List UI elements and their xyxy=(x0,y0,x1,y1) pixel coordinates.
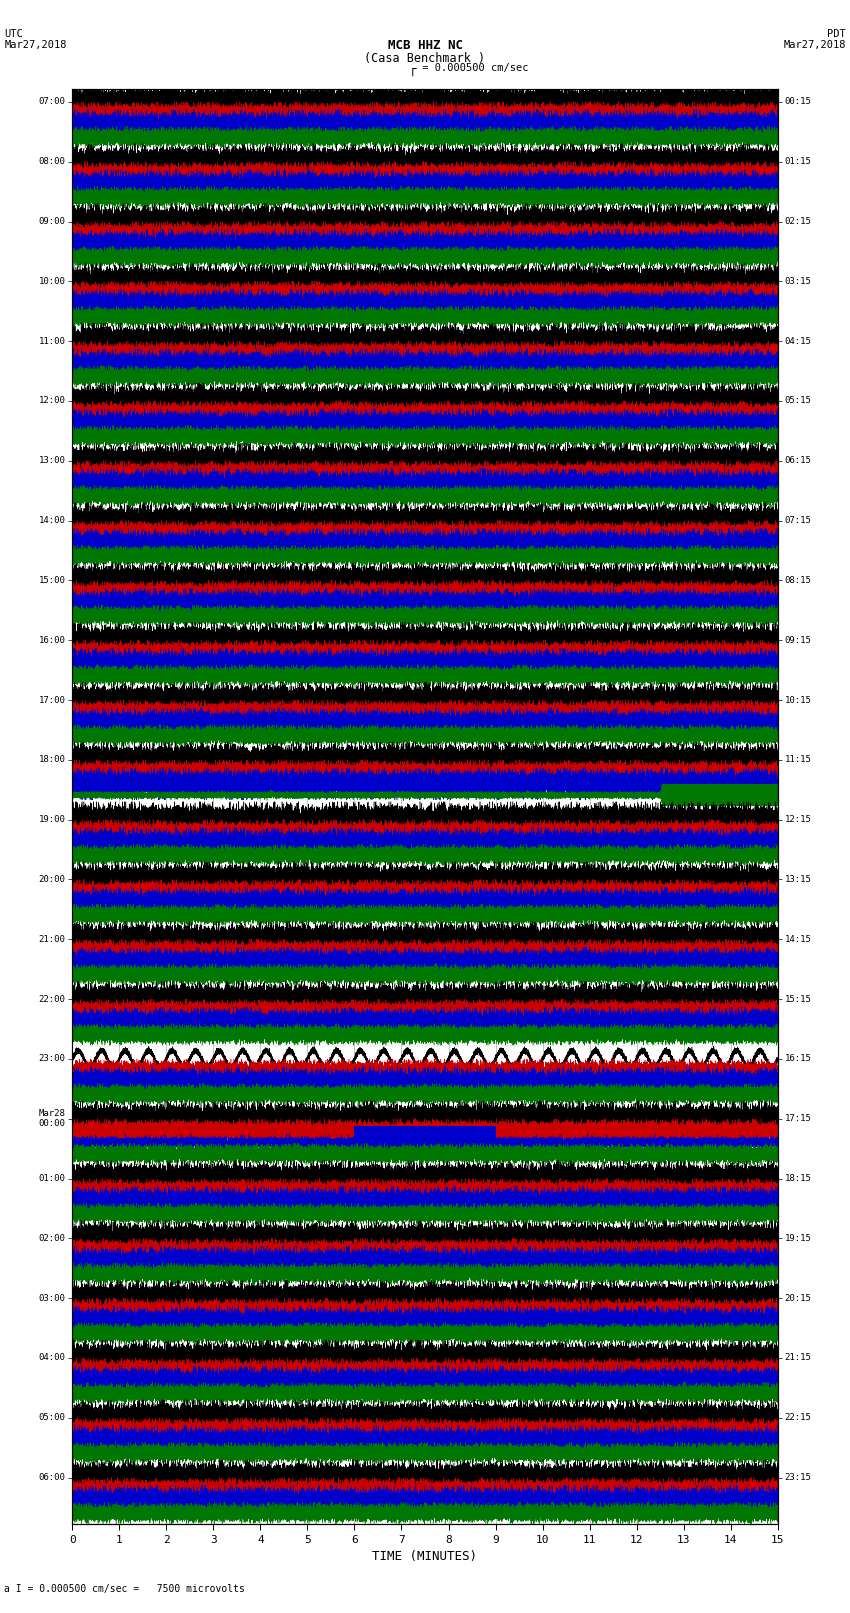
Text: = 0.000500 cm/sec: = 0.000500 cm/sec xyxy=(416,63,529,73)
Text: UTC: UTC xyxy=(4,29,23,39)
Text: ┌: ┌ xyxy=(409,63,416,76)
Text: MCB HHZ NC: MCB HHZ NC xyxy=(388,39,462,52)
Text: a I = 0.000500 cm/sec =   7500 microvolts: a I = 0.000500 cm/sec = 7500 microvolts xyxy=(4,1584,245,1594)
Text: Mar27,2018: Mar27,2018 xyxy=(783,40,846,50)
Text: PDT: PDT xyxy=(827,29,846,39)
Text: (Casa Benchmark ): (Casa Benchmark ) xyxy=(365,52,485,65)
X-axis label: TIME (MINUTES): TIME (MINUTES) xyxy=(372,1550,478,1563)
Text: Mar27,2018: Mar27,2018 xyxy=(4,40,67,50)
